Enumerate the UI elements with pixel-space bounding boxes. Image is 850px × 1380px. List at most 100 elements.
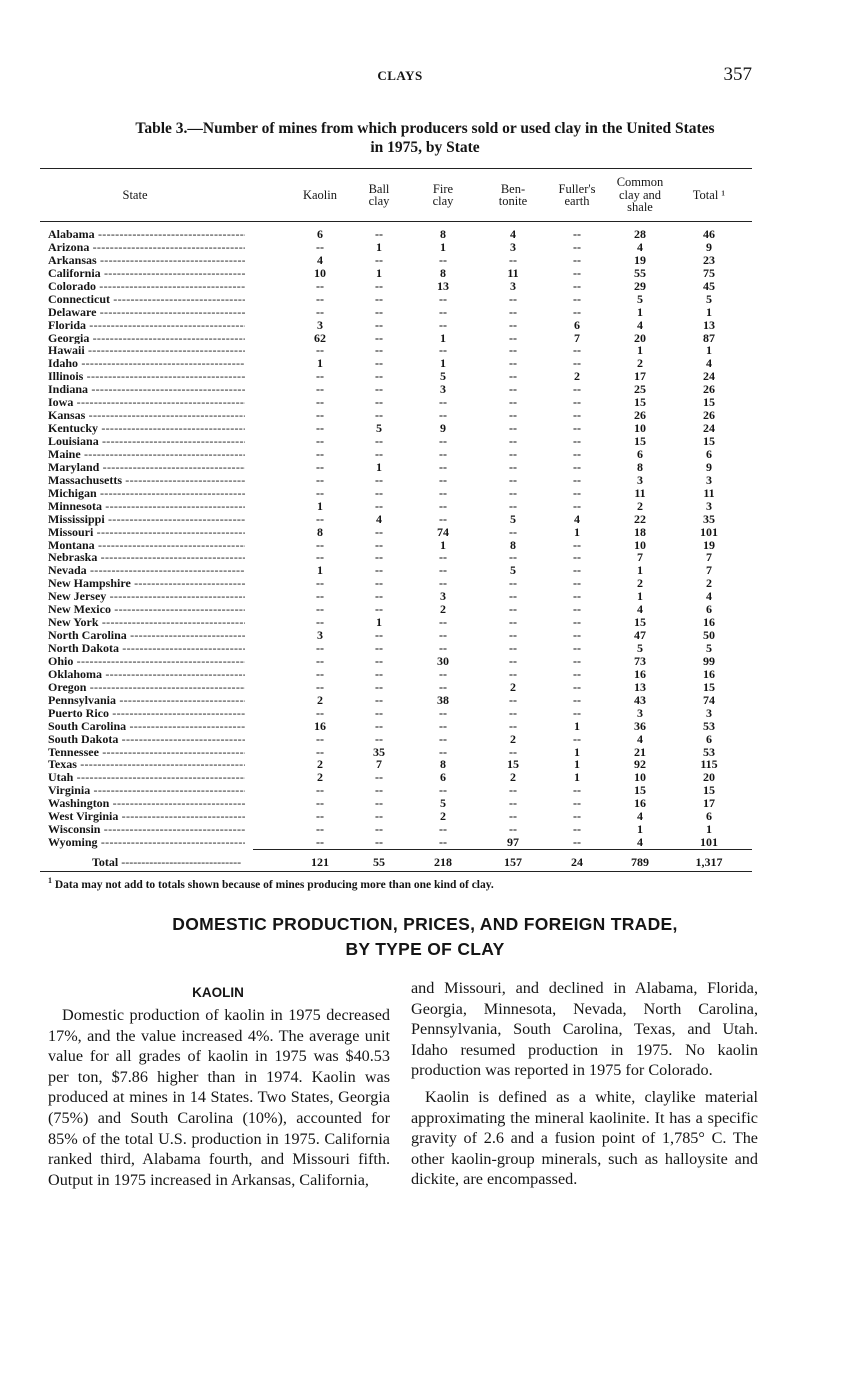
value-cell: -- <box>573 537 581 552</box>
value-cell: -- <box>573 692 581 707</box>
value-cell: -- <box>509 653 517 668</box>
state-cell: South Dakota <box>40 733 245 746</box>
table-row: Arizona -- 1 1 3 -- 4 9 <box>40 241 752 254</box>
value-cell: -- <box>573 421 581 436</box>
value-cell: -- <box>573 498 581 513</box>
value-cell: 2 <box>317 692 323 707</box>
value-cell: 36 <box>634 718 646 733</box>
value-cell: -- <box>573 304 581 319</box>
value-cell: -- <box>573 576 581 591</box>
value-cell: 1 <box>440 537 446 552</box>
value-cell: 15 <box>703 395 715 410</box>
value-cell: -- <box>573 291 581 306</box>
value-cell: -- <box>439 291 447 306</box>
value-cell: -- <box>316 835 324 850</box>
value-cell: -- <box>439 718 447 733</box>
table-row: West Virginia -- -- 2 -- -- 4 6 <box>40 810 752 823</box>
value-cell: 6 <box>706 731 712 746</box>
value-cell: 15 <box>703 434 715 448</box>
value-cell: -- <box>439 317 447 332</box>
mines-table: State Kaolin Ball clay Fire clay Ben-tonite Ful… <box>40 168 752 872</box>
table-row: California 10 1 8 11 -- 55 75 <box>40 267 752 280</box>
value-cell: -- <box>375 628 383 643</box>
table-row: Indiana -- -- 3 -- -- 25 26 <box>40 383 752 396</box>
table-row: Minnesota 1 -- -- -- -- 2 3 <box>40 500 752 513</box>
state-cell: New Jersey <box>40 590 245 603</box>
value-cell: 74 <box>437 524 449 539</box>
table-row: Kentucky -- 5 9 -- -- 10 24 <box>40 422 752 435</box>
value-cell: 4 <box>376 511 382 526</box>
value-cell: -- <box>316 731 324 746</box>
value-cell: -- <box>316 446 324 461</box>
table-row: New Hampshire -- -- -- -- -- 2 2 <box>40 577 752 590</box>
value-cell: -- <box>316 408 324 423</box>
table-bottom-rule <box>40 871 752 872</box>
value-cell: -- <box>439 705 447 720</box>
value-cell: -- <box>573 239 581 254</box>
table-row: Maryland -- 1 -- -- -- 8 9 <box>40 461 752 474</box>
table-header-rule <box>40 221 752 222</box>
value-cell: -- <box>439 511 447 526</box>
value-cell: 43 <box>634 692 646 707</box>
value-cell: 6 <box>574 317 580 332</box>
state-cell: Maine <box>40 448 245 461</box>
state-cell: North Dakota <box>40 642 245 655</box>
value-cell: 3 <box>637 472 643 487</box>
column-header-line: Kaolin <box>302 187 338 202</box>
value-cell: -- <box>375 498 383 513</box>
value-cell: -- <box>316 822 324 837</box>
value-cell: 2 <box>637 356 643 371</box>
value-cell: -- <box>509 796 517 811</box>
state-cell: Iowa <box>40 396 245 409</box>
value-cell: 6 <box>440 770 446 785</box>
value-cell: -- <box>439 666 447 681</box>
value-cell: -- <box>375 783 383 798</box>
value-cell: 8 <box>440 227 446 241</box>
value-cell: -- <box>375 641 383 655</box>
value-cell: -- <box>573 731 581 746</box>
value-cell: 3 <box>706 705 712 720</box>
state-cell: Hawaii <box>40 344 245 357</box>
column-header-line: Total ¹ <box>692 187 726 202</box>
state-cell: Arizona <box>40 241 245 254</box>
value-cell: -- <box>439 304 447 319</box>
state-cell: Maryland <box>40 461 245 474</box>
value-cell: 115 <box>700 757 718 772</box>
value-cell: 11 <box>703 485 715 500</box>
value-cell: -- <box>375 252 383 267</box>
state-cell: Wyoming <box>40 836 245 849</box>
value-cell: 26 <box>634 408 646 423</box>
value-cell: 7 <box>706 563 712 578</box>
value-cell: 35 <box>703 511 715 526</box>
state-cell: Tennessee <box>40 746 245 759</box>
value-cell: -- <box>509 822 517 837</box>
state-cell: Kansas <box>40 409 245 422</box>
value-cell: -- <box>439 485 447 500</box>
value-cell: 1 <box>317 356 323 371</box>
value-cell: -- <box>316 653 324 668</box>
value-cell: 92 <box>634 757 646 772</box>
value-cell: -- <box>316 434 324 448</box>
value-cell: -- <box>375 395 383 410</box>
value-cell: 8 <box>510 537 516 552</box>
value-cell: -- <box>439 459 447 474</box>
value-cell: 1 <box>574 757 580 772</box>
value-cell: -- <box>316 511 324 526</box>
value-cell: 15 <box>507 757 519 772</box>
text-column-left: Domestic production of kaolin in 1975 de… <box>48 1005 390 1190</box>
column-header-line: clay <box>368 194 390 208</box>
value-cell: -- <box>375 563 383 578</box>
value-cell: 11 <box>634 485 646 500</box>
state-cell: Georgia <box>40 332 245 345</box>
state-cell: Washington <box>40 797 245 810</box>
value-cell: 17 <box>634 369 646 384</box>
value-cell: 10 <box>634 770 646 785</box>
value-cell: 2 <box>574 369 580 384</box>
value-cell: 2 <box>317 770 323 785</box>
value-cell: 2 <box>440 602 446 617</box>
value-cell: -- <box>439 550 447 565</box>
column-header: Fire clay <box>408 182 478 208</box>
value-cell: -- <box>509 615 517 630</box>
value-cell: -- <box>509 382 517 397</box>
value-cell: 2 <box>706 576 712 591</box>
